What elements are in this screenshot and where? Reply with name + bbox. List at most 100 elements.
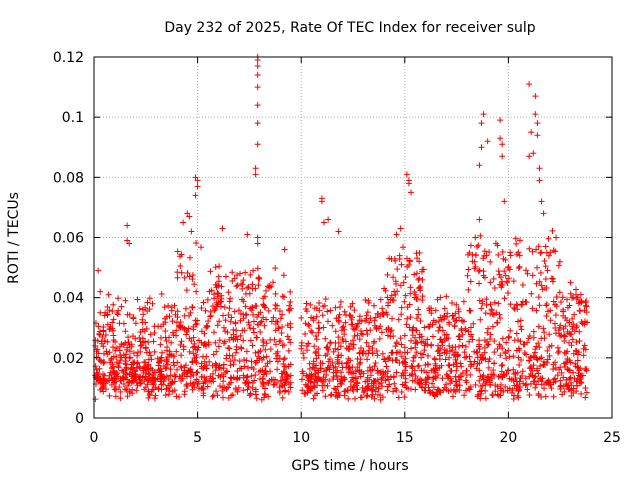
data-point	[403, 321, 410, 328]
data-point	[248, 358, 255, 365]
data-point	[485, 325, 492, 332]
data-point	[541, 385, 548, 392]
data-point	[424, 336, 431, 343]
data-point	[180, 219, 187, 226]
data-point	[379, 374, 386, 381]
data-point	[492, 240, 499, 247]
data-point	[420, 351, 427, 358]
data-point	[279, 293, 286, 300]
data-point	[409, 377, 416, 384]
data-point	[557, 377, 564, 384]
data-point	[413, 349, 420, 356]
data-point	[548, 275, 555, 282]
data-point	[579, 320, 586, 327]
data-point	[439, 327, 446, 334]
data-point	[178, 338, 185, 345]
data-point	[242, 380, 249, 387]
data-point	[390, 274, 397, 281]
data-point	[200, 386, 207, 393]
data-point	[373, 347, 380, 354]
data-point	[134, 296, 141, 303]
data-point	[374, 310, 381, 317]
data-point	[143, 373, 150, 380]
data-point	[287, 384, 294, 391]
data-point	[556, 289, 563, 296]
data-point	[466, 353, 473, 360]
data-point	[102, 332, 109, 339]
data-point	[552, 359, 559, 366]
data-point	[556, 366, 563, 373]
data-point	[101, 338, 108, 345]
data-point	[257, 347, 264, 354]
data-point	[454, 383, 461, 390]
data-point	[252, 302, 259, 309]
data-point	[407, 386, 414, 393]
data-point	[366, 319, 373, 326]
data-point	[521, 350, 528, 357]
data-point	[233, 376, 240, 383]
data-point	[130, 350, 137, 357]
data-point	[255, 321, 262, 328]
data-point	[141, 386, 148, 393]
data-point	[497, 352, 504, 359]
data-point	[142, 304, 149, 311]
data-point	[198, 304, 205, 311]
data-point	[389, 349, 396, 356]
data-point	[410, 358, 417, 365]
data-point	[413, 315, 420, 322]
data-point	[522, 375, 529, 382]
data-point	[114, 370, 121, 377]
data-point	[162, 334, 169, 341]
data-point	[240, 372, 247, 379]
data-point	[347, 383, 354, 390]
data-point	[518, 357, 525, 364]
data-point	[573, 286, 580, 293]
data-point	[391, 255, 398, 262]
data-point	[481, 344, 488, 351]
data-point	[187, 309, 194, 316]
data-point	[183, 382, 190, 389]
data-point	[549, 278, 556, 285]
data-point	[217, 303, 224, 310]
data-point	[476, 267, 483, 274]
data-point	[452, 318, 459, 325]
data-point	[313, 362, 320, 369]
data-point	[534, 367, 541, 374]
data-point	[159, 349, 166, 356]
data-point	[542, 263, 549, 270]
data-point	[390, 388, 397, 395]
data-point	[262, 287, 269, 294]
data-point	[368, 393, 375, 400]
data-point	[384, 373, 391, 380]
data-point	[394, 288, 401, 295]
data-point	[541, 284, 548, 291]
data-point	[247, 337, 254, 344]
data-point	[209, 393, 216, 400]
data-point	[542, 243, 549, 250]
data-point	[332, 369, 339, 376]
data-point	[184, 210, 191, 217]
data-point	[351, 395, 358, 402]
data-point	[445, 361, 452, 368]
data-point	[206, 377, 213, 384]
data-point	[251, 329, 258, 336]
data-point	[376, 335, 383, 342]
data-point	[534, 120, 541, 127]
data-point	[228, 314, 235, 321]
data-point	[348, 370, 355, 377]
data-point	[451, 386, 458, 393]
data-point	[253, 395, 260, 402]
data-point	[212, 339, 219, 346]
data-point	[253, 334, 260, 341]
data-point	[564, 366, 571, 373]
data-point	[468, 333, 475, 340]
data-point	[275, 325, 282, 332]
data-point	[210, 329, 217, 336]
data-point	[436, 324, 443, 331]
data-point	[552, 325, 559, 332]
data-point	[193, 369, 200, 376]
data-point	[173, 319, 180, 326]
data-point	[410, 324, 417, 331]
data-point	[124, 237, 131, 244]
data-point	[118, 340, 125, 347]
